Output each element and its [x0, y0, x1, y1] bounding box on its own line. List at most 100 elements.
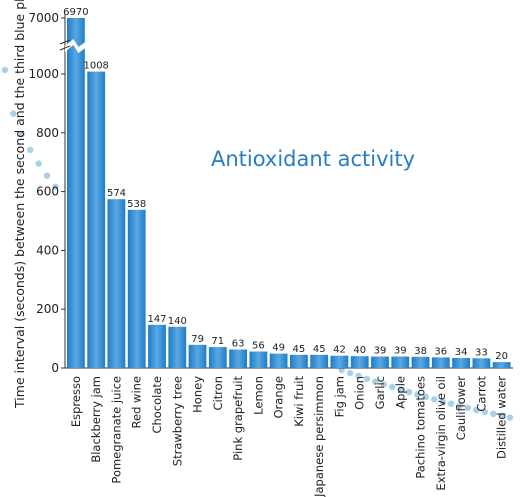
- bar-kiwi-fruit: [290, 354, 308, 368]
- x-tick-label: Chocolate: [150, 376, 164, 434]
- x-tick-label: Fig jam: [333, 376, 347, 417]
- decor-dot: [473, 406, 480, 414]
- decor-dot: [27, 146, 34, 154]
- x-tick-label: Espresso: [69, 376, 83, 427]
- decor-dot: [43, 172, 51, 179]
- x-tick-label: Kiwi fruit: [292, 376, 306, 427]
- decor-dot: [52, 183, 59, 190]
- x-tick-label: Garlic: [373, 376, 387, 409]
- decor-dot: [481, 408, 488, 416]
- decor-dot: [414, 391, 421, 398]
- value-label: 40: [353, 345, 366, 356]
- value-label: 45: [313, 344, 326, 355]
- break-tick: [59, 39, 71, 45]
- decor-dot: [363, 375, 371, 383]
- value-label: 574: [107, 188, 126, 199]
- y-tick-label: 0: [51, 361, 59, 375]
- bar-apple: [391, 356, 410, 368]
- bar-pomegranate-juice: [107, 199, 126, 368]
- value-label: 49: [272, 343, 285, 354]
- y-tick-label: 800: [36, 126, 59, 140]
- decor-dot: [380, 381, 387, 388]
- x-tick-label: Blackberry jam: [89, 376, 103, 463]
- decor-dot: [346, 369, 354, 377]
- value-label: 33: [475, 347, 488, 358]
- bar-espresso: [67, 18, 85, 368]
- x-tick-label: Pomegranate juice: [110, 376, 124, 484]
- decor-dot: [431, 396, 438, 403]
- decor-dot: [506, 414, 514, 421]
- x-tick-label: Apple: [393, 376, 407, 409]
- bar-fig-jam: [330, 355, 349, 368]
- decor-dot: [490, 410, 497, 417]
- value-label: 39: [394, 346, 407, 357]
- decor-dot: [18, 130, 25, 138]
- y-tick-label: 7000: [28, 11, 59, 25]
- y-axis-ticks: 0 200 400 600 800 1000 7000: [28, 11, 65, 375]
- value-label: 140: [168, 316, 187, 327]
- x-tick-label: Citron: [211, 376, 225, 411]
- x-tick-label: Onion: [353, 376, 367, 410]
- value-label: 79: [191, 334, 204, 345]
- value-label: 147: [147, 314, 166, 325]
- value-label: 56: [252, 341, 265, 352]
- value-label: 34: [455, 347, 468, 358]
- x-tick-label: Pachino tomatoes: [414, 376, 428, 479]
- value-label: 6970: [63, 7, 88, 18]
- bar-extra-virgin-olive-oil: [431, 357, 450, 368]
- value-label: 1008: [83, 61, 108, 72]
- bar-pink-grapefruit: [229, 349, 247, 368]
- x-tick-label: Japanese persimmon: [312, 376, 326, 497]
- decor-dot: [447, 400, 455, 407]
- x-tick-label: Distilled water: [495, 376, 509, 459]
- bar-orange: [269, 353, 288, 368]
- bar-distilled-water: [492, 362, 511, 368]
- y-tick-label: 200: [36, 302, 59, 316]
- value-label: 39: [374, 346, 387, 357]
- y-tick-label: 600: [36, 185, 59, 199]
- value-label: 63: [232, 339, 245, 350]
- bar-chocolate: [148, 324, 166, 368]
- y-axis-label: Time interval (seconds) between the seco…: [12, 0, 27, 409]
- x-tick-label: Carrot: [474, 376, 488, 412]
- decor-dot: [456, 402, 463, 410]
- bar-citron: [208, 347, 227, 368]
- value-label: 38: [414, 346, 427, 357]
- bar-carrot: [472, 358, 491, 368]
- decor-dot: [498, 412, 505, 419]
- value-label: 45: [293, 344, 306, 355]
- decor-dot: [372, 378, 379, 385]
- x-axis-ticks: Espresso Blackberry jam Pomegranate juice R…: [69, 376, 509, 497]
- decor-dot: [35, 160, 42, 167]
- value-label: 538: [127, 199, 146, 210]
- bar-cauliflower: [452, 358, 470, 368]
- x-tick-label: Strawberry tree: [170, 376, 184, 466]
- value-label: 36: [434, 346, 447, 357]
- x-tick-label: Pink grapefruit: [231, 376, 245, 461]
- bar-strawberry-tree: [168, 326, 187, 368]
- x-tick-label: Red wine: [130, 376, 144, 428]
- x-tick-label: Orange: [272, 376, 286, 419]
- bar-japanese-persimmon: [310, 354, 329, 368]
- bar-onion: [350, 356, 369, 368]
- axis-break-mark: [59, 39, 88, 53]
- decor-dot: [397, 386, 404, 393]
- bar-blackberry-jam: [87, 71, 106, 368]
- x-tick-label: Extra-virgin olive oil: [434, 376, 448, 491]
- bar-honey: [188, 344, 207, 368]
- bar-red-wine: [127, 209, 146, 368]
- decor-dot: [10, 110, 17, 117]
- bar-series: [67, 18, 511, 368]
- x-tick-label: Cauliflower: [454, 376, 468, 441]
- decor-dot: [439, 398, 446, 405]
- y-tick-label: 1000: [28, 67, 59, 81]
- y-tick-label: 400: [36, 243, 59, 257]
- decor-dot: [355, 372, 362, 380]
- decor-dot: [422, 393, 429, 401]
- decor-dot: [464, 404, 472, 412]
- break-gap: [65, 39, 88, 53]
- bar-garlic: [371, 356, 389, 368]
- chart-title: Antioxidant activity: [211, 147, 415, 171]
